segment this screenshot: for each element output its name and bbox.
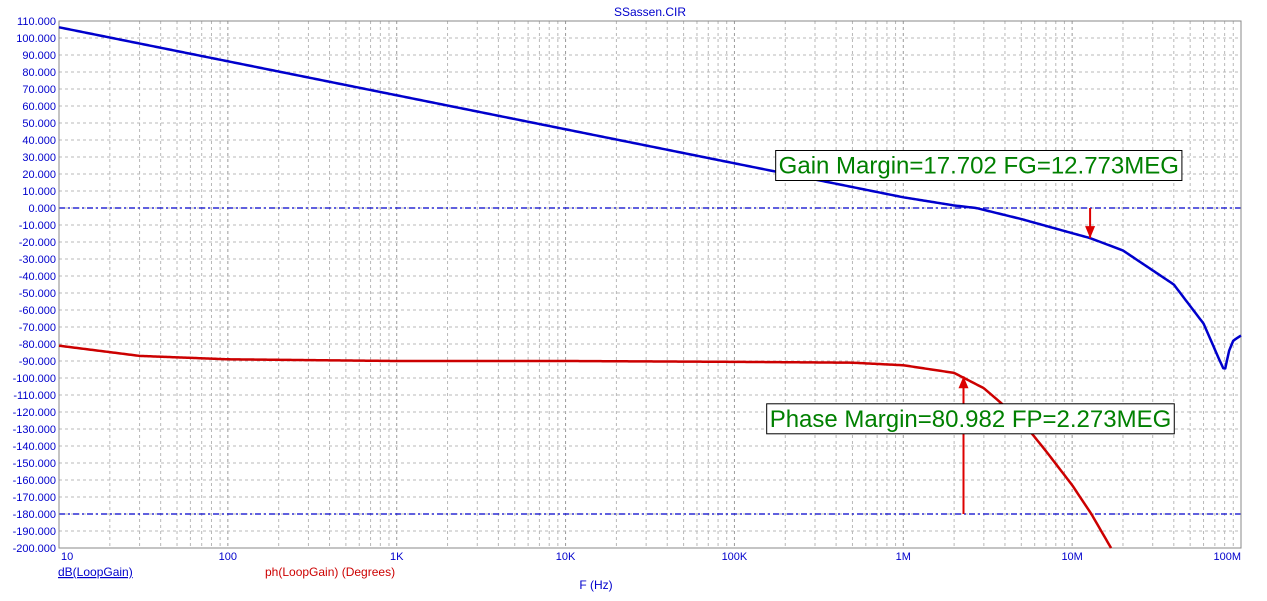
y-tick-label: 100.000 [16,33,56,45]
y-tick-label: 40.000 [22,135,56,147]
plot-frame [58,20,1242,549]
y-tick-labels: 110.000 100.000 90.000 80.000 70.000 60.000 50… [13,16,56,555]
reference-lines [59,207,1241,515]
x-tick-label: 100 [219,551,237,563]
gain-margin-label: Gain Margin=17.702 FG=12.773MEG [779,153,1179,180]
x-tick-labels: 10 100 1K 10K 100K 1M 10M 100M [61,551,1241,563]
y-tick-label: 80.000 [22,67,56,79]
y-tick-label: 90.000 [22,50,56,62]
phase-margin-label: Phase Margin=80.982 FP=2.273MEG [770,406,1172,433]
y-tick-label: 0.000 [28,203,56,215]
y-tick-label: -50.000 [19,288,56,300]
y-tick-label: -190.000 [13,526,56,538]
y-tick-label: -130.000 [13,424,56,436]
annotation-box [766,403,1175,435]
series-db-loopgain [58,26,1242,370]
y-tick-label: -140.000 [13,441,56,453]
chart-title: SSassen.CIR [614,5,686,19]
y-tick-label: -150.000 [13,458,56,470]
x-tick-label: 10K [556,551,576,563]
x-tick-label: 1K [390,551,404,563]
y-tick-label: -30.000 [19,254,56,266]
y-tick-label: -200.000 [13,543,56,555]
y-tick-label: -170.000 [13,492,56,504]
y-tick-label: 50.000 [22,118,56,130]
x-tick-label: 100M [1213,551,1241,563]
legend-db-loopgain: dB(LoopGain) [58,565,133,579]
margin-arrow-head [958,376,969,389]
y-tick-label: 110.000 [17,16,56,28]
y-tick-label: -40.000 [19,271,56,283]
x-tick-label: 10M [1061,551,1082,563]
margin-arrow-head [1085,226,1096,239]
x-axis-label: F (Hz) [579,578,612,592]
y-tick-label: -180.000 [13,509,56,521]
y-tick-label: -90.000 [19,356,56,368]
series-lines [58,26,1242,549]
y-tick-label: -100.000 [13,373,56,385]
annotation-box [775,150,1183,181]
y-tick-label: -120.000 [13,407,56,419]
y-tick-label: 60.000 [22,101,56,113]
x-tick-label: 100K [722,551,748,563]
y-tick-label: -160.000 [13,475,56,487]
x-tick-label: 1M [896,551,911,563]
y-tick-label: -20.000 [19,237,56,249]
y-tick-label: -60.000 [19,305,56,317]
y-tick-label: 30.000 [22,152,56,164]
y-tick-label: -80.000 [19,339,56,351]
legend-ph-loopgain: ph(LoopGain) (Degrees) [265,565,395,579]
y-tick-label: -70.000 [19,322,56,334]
y-tick-label: -110.000 [13,390,56,402]
annotations: Gain Margin=17.702 FG=12.773MEG Phase Mar… [766,150,1183,514]
series-ph-loopgain [58,344,1113,549]
y-tick-label: 10.000 [22,186,56,198]
y-tick-label: -10.000 [19,220,56,232]
y-tick-label: 20.000 [22,169,56,181]
y-tick-label: 70.000 [22,84,56,96]
grid-lines [58,20,1241,549]
x-tick-label: 10 [61,551,73,563]
